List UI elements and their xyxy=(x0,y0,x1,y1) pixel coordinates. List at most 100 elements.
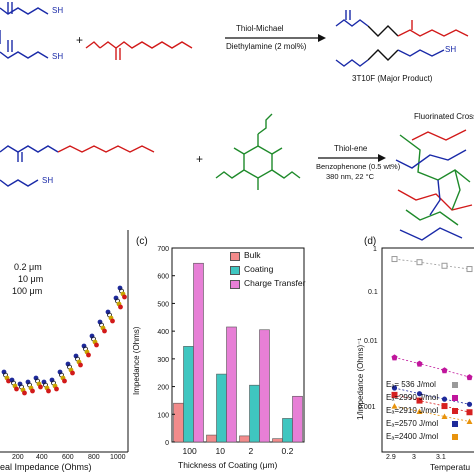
fit-line-series-1 xyxy=(394,258,470,270)
bar-charge-transfer-10 xyxy=(226,326,237,443)
panel-d-ytick-1: 1 xyxy=(373,246,377,253)
y-tick-label-500: 500 xyxy=(157,301,169,308)
panel-c-ylabel: Impedance (Ohms) xyxy=(132,326,141,395)
legend-swatch-coating xyxy=(230,266,240,275)
plus-sign-top: + xyxy=(76,33,84,47)
panel-d-xlabel: Temperatu xyxy=(430,462,471,472)
fit-line-series-5 xyxy=(394,405,470,422)
arrow-label-conditions: 380 nm, 22 °C xyxy=(326,172,375,181)
point-series-5-2 xyxy=(416,408,423,414)
nyquist-point-1-3 xyxy=(14,386,19,392)
reaction-arrow-top xyxy=(225,34,326,42)
network-label: Fluorinated Cross xyxy=(414,112,474,121)
panel-d-legend-1: Eₐ= 536 J/mol xyxy=(386,380,436,389)
panel-b-legend-2: 10 μm xyxy=(18,274,44,284)
point-series-5-1 xyxy=(391,403,398,409)
fit-line-series-2 xyxy=(394,357,470,378)
point-series-3-4 xyxy=(466,409,473,416)
panel-d-axes xyxy=(381,247,474,453)
legend-label-bulk: Bulk xyxy=(244,250,261,260)
point-series-2-3 xyxy=(441,367,448,374)
sh-label-middle: SH xyxy=(42,176,54,185)
bar-charge-transfer-0.2 xyxy=(292,395,303,443)
bar-coating-0.2 xyxy=(282,418,293,443)
panel-b-xtick-4: 800 xyxy=(88,454,100,461)
sh-label-1: SH xyxy=(52,6,64,15)
panel-b-legend-1: 0.2 μm xyxy=(14,262,42,272)
panel-c-tag: (c) xyxy=(136,236,148,247)
sh-label-2: SH xyxy=(52,52,64,61)
legend-label-coating: Coating xyxy=(244,264,274,274)
point-series-1-1 xyxy=(391,256,398,263)
nyquist-point-6-3 xyxy=(54,386,59,392)
point-series-3-2 xyxy=(416,397,423,404)
fluorinated-thiol-ester xyxy=(0,145,155,187)
nyquist-point-4-3 xyxy=(38,384,43,390)
point-series-4-2 xyxy=(416,391,423,397)
panel-d-tag: (d) xyxy=(364,236,377,247)
nyquist-point-10-3 xyxy=(86,352,91,358)
y-tick-label-100: 100 xyxy=(157,412,169,419)
point-series-1-2 xyxy=(416,259,423,266)
panel-b-xtick-5: 1000 xyxy=(110,454,126,461)
panel-d-ytick-0-01: 0.01 xyxy=(364,338,378,345)
panel-d-legend-5: Eₐ=2400 J/mol xyxy=(386,432,439,441)
y-tick-label-600: 600 xyxy=(157,274,169,281)
panel-d-xtick-3-1: 3.1 xyxy=(436,454,446,461)
point-series-1-4 xyxy=(466,266,473,273)
arrow-label-catalyst: Diethylamine (2 mol%) xyxy=(226,42,307,51)
panel-d-xtick-3: 3 xyxy=(412,454,416,461)
y-tick-label-0: 0 xyxy=(165,440,169,447)
legend-swatch-charge-transfer xyxy=(230,280,240,289)
nyquist-point-9-3 xyxy=(78,362,83,368)
panel-d-legend-marker-4 xyxy=(452,421,458,427)
nyquist-point-2-3 xyxy=(22,390,27,396)
bar-charge-transfer-2 xyxy=(259,329,270,443)
point-series-1-3 xyxy=(441,262,448,269)
bar-bulk-0.2 xyxy=(272,438,283,443)
sh-label-product: SH xyxy=(445,45,457,54)
point-series-4-1 xyxy=(391,385,398,391)
y-tick-label-200: 200 xyxy=(157,385,169,392)
bar-bulk-100 xyxy=(173,402,184,443)
bar-coating-10 xyxy=(216,373,227,443)
nyquist-point-8-3 xyxy=(70,370,75,376)
panel-c-xlabel: Thickness of Coating (μm) xyxy=(178,460,278,470)
nyquist-point-7-3 xyxy=(62,378,67,384)
nyquist-point-3-3 xyxy=(30,388,35,394)
panel-d-legend-3: Eₐ=2910 J/mol xyxy=(386,406,439,415)
bar-charge-transfer-100 xyxy=(193,262,204,443)
panel-d-legend-marker-3 xyxy=(452,408,458,414)
panel-b-legend-3: 100 μm xyxy=(12,286,43,296)
y-tick-label-400: 400 xyxy=(157,329,169,336)
x-tick-label-0.2: 0.2 xyxy=(281,446,294,456)
thiol-molecule-top-left xyxy=(0,2,49,59)
point-series-4-4 xyxy=(466,401,473,407)
x-tick-label-10: 10 xyxy=(215,446,225,456)
point-series-2-2 xyxy=(416,360,423,367)
crosslinked-network xyxy=(395,129,473,241)
triallyl-isocyanurate xyxy=(215,113,301,190)
point-series-2-4 xyxy=(466,374,473,381)
product-molecule xyxy=(335,10,469,67)
product-label: 3T10F (Major Product) xyxy=(352,74,433,83)
nyquist-point-13-3 xyxy=(110,318,115,324)
nyquist-point-14-3 xyxy=(118,304,123,310)
panel-d-legend-marker-5 xyxy=(452,434,458,440)
panel-d-legend-marker-1 xyxy=(452,382,458,388)
panel-d-legend-4: Eₐ=2570 J/mol xyxy=(386,419,439,428)
panel-d-ytick-0-1: 0.1 xyxy=(368,289,378,296)
reaction-arrow-middle xyxy=(318,154,386,162)
bar-coating-2 xyxy=(249,384,260,443)
point-series-2-1 xyxy=(391,354,398,361)
legend-swatch-bulk xyxy=(230,252,240,261)
point-series-3-3 xyxy=(441,403,448,410)
x-tick-label-100: 100 xyxy=(182,446,197,456)
fit-line-series-4 xyxy=(394,387,470,405)
point-series-4-3 xyxy=(441,396,448,402)
arrow-label-photoinitiator: Benzophenone (0.5 wt%) xyxy=(316,162,401,171)
arrow-label-thiol-ene: Thiol-ene xyxy=(334,144,368,153)
bar-bulk-10 xyxy=(206,434,217,443)
y-tick-label-700: 700 xyxy=(157,246,169,253)
